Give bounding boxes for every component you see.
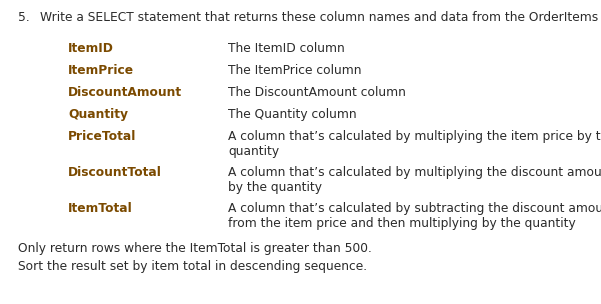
- Text: Write a SELECT statement that returns these column names and data from the Order: Write a SELECT statement that returns th…: [40, 11, 601, 24]
- Text: The DiscountAmount column: The DiscountAmount column: [228, 86, 406, 99]
- Text: A column that’s calculated by multiplying the discount amount
by the quantity: A column that’s calculated by multiplyin…: [228, 166, 601, 194]
- Text: ItemPrice: ItemPrice: [68, 64, 134, 77]
- Text: PriceTotal: PriceTotal: [68, 130, 136, 143]
- Text: Quantity: Quantity: [68, 108, 128, 121]
- Text: The ItemID column: The ItemID column: [228, 42, 345, 55]
- Text: The Quantity column: The Quantity column: [228, 108, 356, 121]
- Text: DiscountTotal: DiscountTotal: [68, 166, 162, 179]
- Text: ItemTotal: ItemTotal: [68, 202, 133, 215]
- Text: DiscountAmount: DiscountAmount: [68, 86, 182, 99]
- Text: A column that’s calculated by subtracting the discount amount
from the item pric: A column that’s calculated by subtractin…: [228, 202, 601, 230]
- Text: 5.: 5.: [18, 11, 30, 24]
- Text: The ItemPrice column: The ItemPrice column: [228, 64, 361, 77]
- Text: Only return rows where the ItemTotal is greater than 500.: Only return rows where the ItemTotal is …: [18, 242, 372, 255]
- Text: ItemID: ItemID: [68, 42, 114, 55]
- Text: A column that’s calculated by multiplying the item price by the
quantity: A column that’s calculated by multiplyin…: [228, 130, 601, 158]
- Text: Sort the result set by item total in descending sequence.: Sort the result set by item total in des…: [18, 260, 367, 273]
